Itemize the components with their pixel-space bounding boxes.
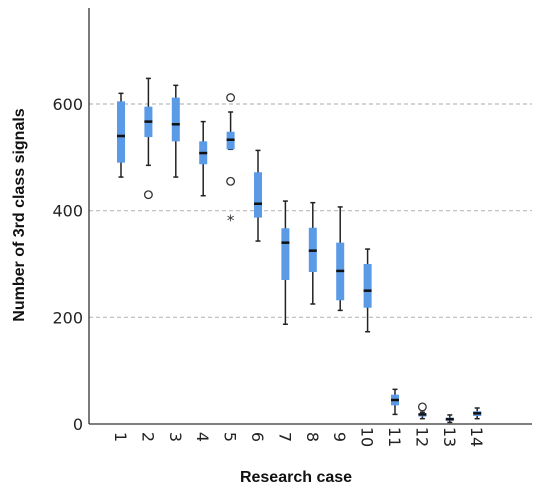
x-tick-label: 14 [467, 427, 486, 447]
x-tick-label: 6 [248, 432, 267, 442]
x-tick-label: 3 [166, 432, 185, 442]
box-case-10 [363, 248, 372, 333]
y-tick-labels: 0 200 400 600 [52, 95, 83, 434]
outlier-point [143, 190, 153, 200]
box-iqr [117, 101, 125, 163]
box-case-1 [117, 92, 125, 178]
x-tick-label: 2 [138, 432, 157, 442]
x-tick-label: 5 [221, 432, 240, 442]
extreme-point: * [227, 212, 235, 230]
box-iqr [254, 172, 262, 218]
box-case-9 [336, 206, 345, 312]
y-tick-label: 0 [73, 415, 83, 434]
box-case-13 [445, 414, 454, 424]
box-iqr [363, 264, 372, 308]
x-axis-title: Research case [240, 469, 352, 486]
x-tick-label: 12 [412, 427, 431, 447]
x-tick-label: 8 [303, 432, 322, 442]
x-tick-labels: 1 2 3 4 5 6 7 8 9 10 11 12 13 14 [111, 427, 486, 447]
y-tick-label: 400 [52, 202, 83, 221]
x-tick-label: 7 [275, 432, 294, 442]
outlier-point [226, 176, 236, 186]
box-series: * [117, 77, 482, 424]
y-tick-label: 200 [52, 308, 83, 327]
x-tick-label: 13 [440, 427, 459, 447]
grid-lines [89, 103, 532, 318]
box-case-3 [171, 84, 180, 178]
x-tick-label: 10 [358, 427, 377, 447]
x-tick-label: 1 [111, 432, 130, 442]
box-iqr [281, 228, 290, 280]
x-tick-label: 4 [193, 432, 212, 442]
box-case-2 [143, 77, 153, 200]
x-tick-label: 9 [330, 432, 349, 442]
box-case-7 [281, 200, 290, 326]
box-case-11 [391, 388, 399, 416]
box-case-4 [199, 120, 208, 197]
outlier-point [417, 402, 427, 412]
x-tick-label: 11 [385, 427, 404, 447]
y-axis-title: Number of 3rd class signals [11, 108, 28, 322]
outlier-point [226, 93, 236, 103]
axes [88, 8, 532, 425]
box-iqr [171, 97, 180, 142]
box-case-12 [417, 402, 427, 420]
y-tick-label: 600 [52, 95, 83, 114]
box-case-14 [473, 407, 482, 420]
box-case-5: * [226, 93, 236, 230]
box-case-6 [254, 149, 262, 242]
box-case-8 [308, 201, 317, 305]
